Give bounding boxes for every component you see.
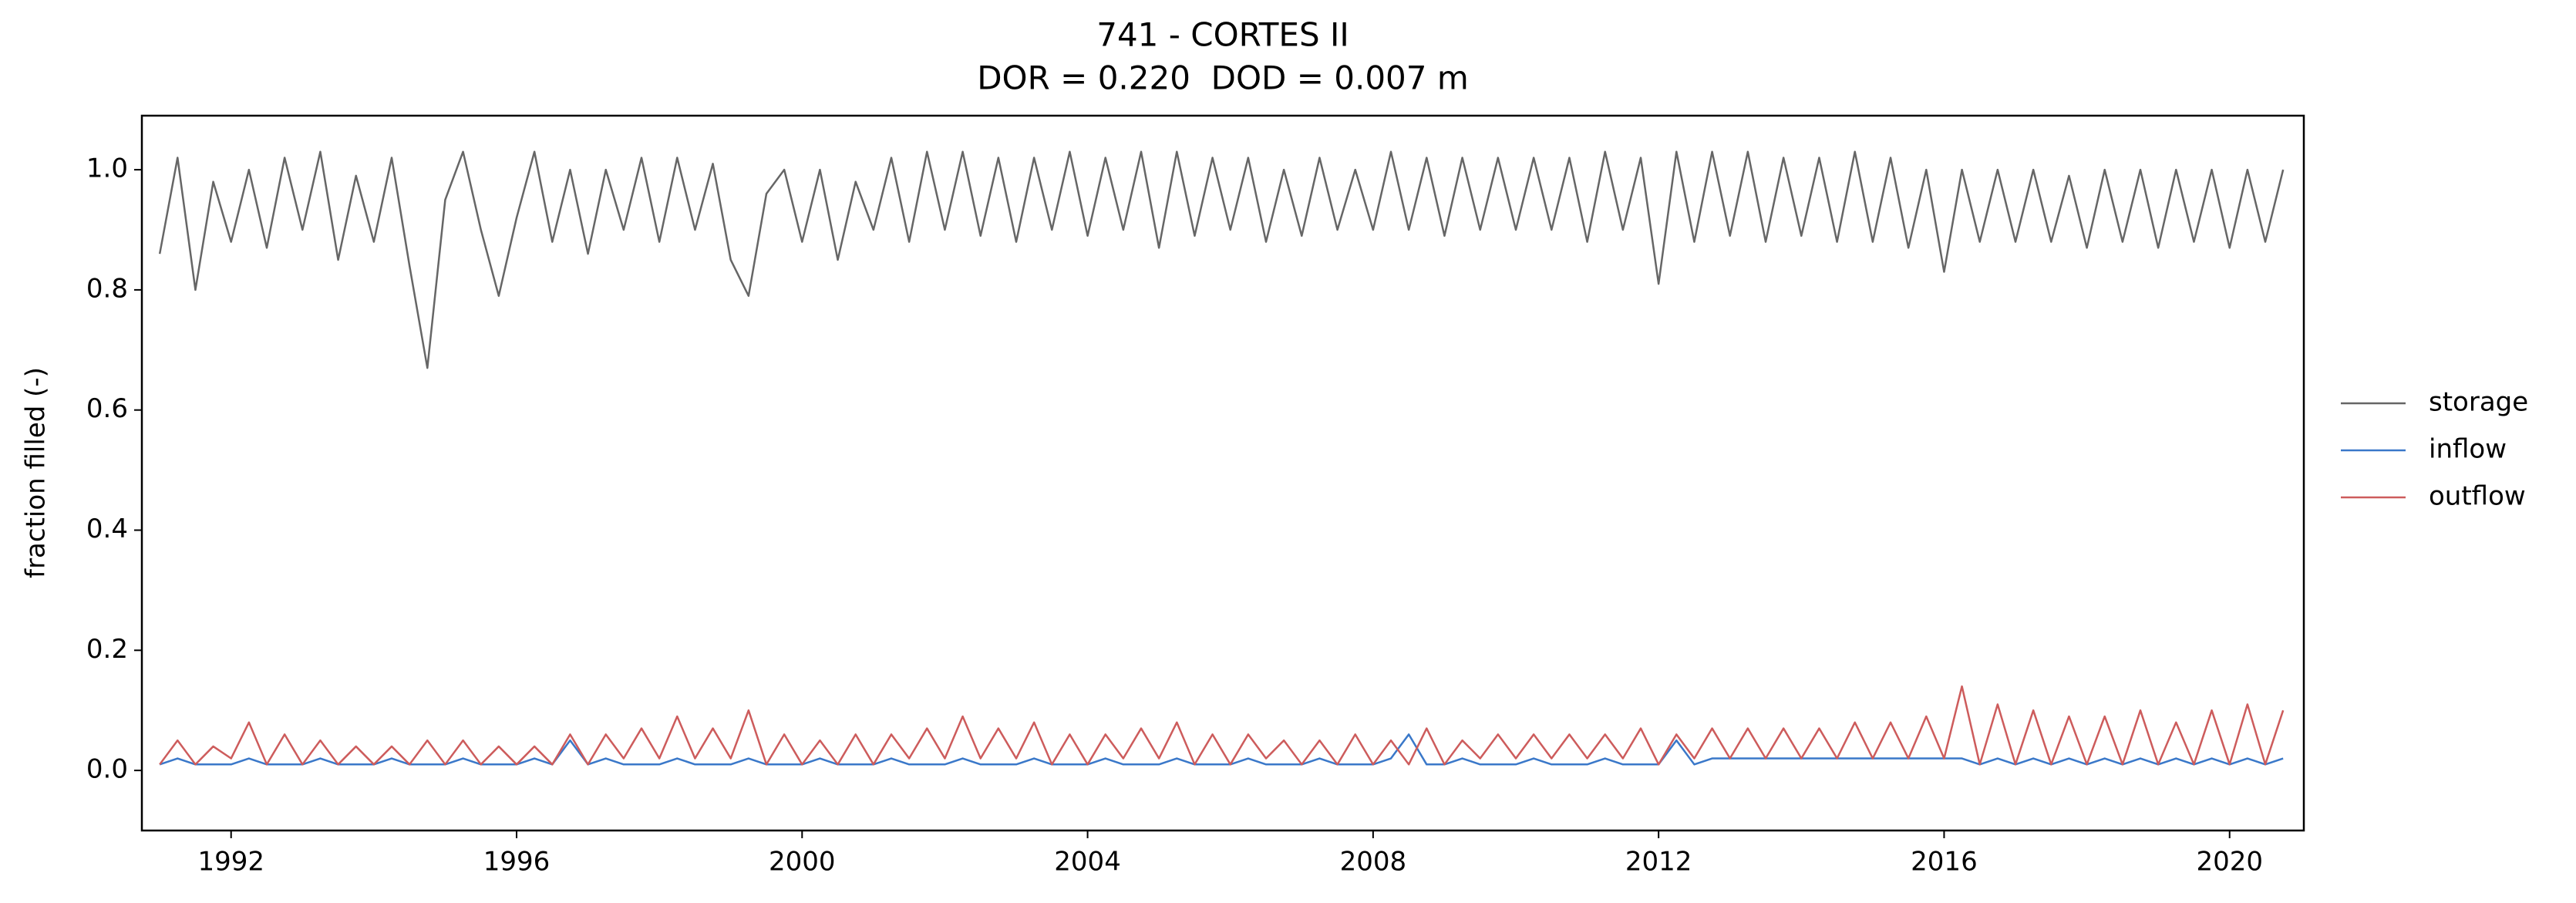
chart-subtitle: DOR = 0.220 DOD = 0.007 m — [977, 59, 1469, 97]
x-tick-label: 2008 — [1340, 847, 1407, 878]
y-tick-label: 0.0 — [86, 754, 128, 785]
plot-frame — [140, 114, 2305, 832]
chart-title: 741 - CORTES II — [1096, 16, 1349, 54]
legend-label: storage — [2429, 387, 2528, 418]
y-tick-label: 0.6 — [86, 393, 128, 424]
y-tick-label: 0.4 — [86, 514, 128, 544]
x-tick-label: 2016 — [1911, 847, 1978, 878]
x-tick-label: 1992 — [197, 847, 264, 878]
x-tick-label: 2012 — [1625, 847, 1692, 878]
series-line — [158, 150, 2285, 369]
series-line — [159, 733, 2284, 766]
x-tick-label: 2000 — [769, 847, 836, 878]
y-axis-label: fraction filled (-) — [21, 367, 52, 578]
series-line — [159, 685, 2285, 766]
y-tick-label: 0.2 — [86, 634, 128, 665]
y-tick-label: 0.8 — [86, 273, 128, 304]
x-tick-label: 2004 — [1054, 847, 1121, 878]
y-tick-label: 1.0 — [86, 153, 128, 184]
legend-label: outflow — [2429, 481, 2526, 512]
x-tick-label: 1996 — [483, 847, 551, 878]
x-tick-label: 2020 — [2196, 847, 2263, 878]
legend-label: inflow — [2429, 434, 2507, 465]
